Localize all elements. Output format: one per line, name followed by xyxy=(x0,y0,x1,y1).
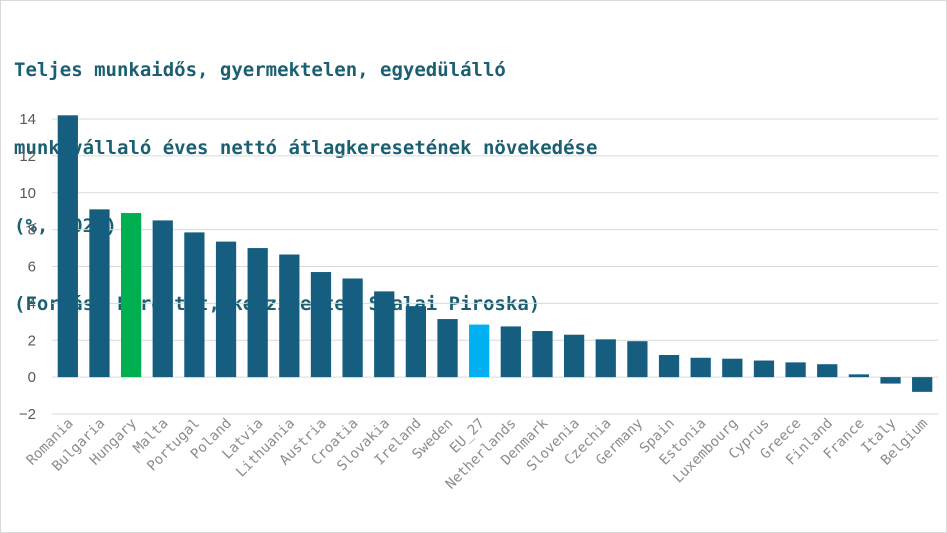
bar-greece xyxy=(785,362,806,378)
bar-slovenia xyxy=(563,334,585,378)
bar-latvia xyxy=(247,248,268,378)
y-tick-label: 6 xyxy=(28,259,36,276)
bar-malta xyxy=(152,220,173,378)
y-tick-label: 4 xyxy=(28,295,36,312)
x-axis: RomaniaBulgariaHungaryMaltaPortugalPolan… xyxy=(24,415,931,492)
bar-ireland xyxy=(405,306,427,378)
bar-eu-27 xyxy=(469,324,490,378)
bar-portugal xyxy=(184,232,205,378)
title-line-2: munkavállaló éves nettó átlagkeresetének… xyxy=(14,137,598,159)
bar-luxembourg xyxy=(722,358,743,378)
bar-poland xyxy=(215,241,237,378)
bar-estonia xyxy=(690,357,711,378)
bar-germany xyxy=(627,341,648,378)
bar-netherlands xyxy=(500,326,521,378)
bars xyxy=(57,115,933,392)
y-tick-label: 2 xyxy=(28,332,36,349)
bar-austria xyxy=(310,272,332,378)
bar-hungary xyxy=(120,213,142,378)
y-tick-label: 0 xyxy=(28,369,36,386)
bar-croatia xyxy=(342,278,363,378)
bar-italy xyxy=(880,377,901,384)
y-tick-label: 10 xyxy=(19,185,36,202)
y-tick-label: 14 xyxy=(19,111,36,128)
bar-denmark xyxy=(532,331,553,378)
bar-sweden xyxy=(437,319,458,378)
title-line-1: Teljes munkaidős, gyermektelen, egyedülá… xyxy=(14,59,506,81)
bar-belgium xyxy=(912,377,933,392)
bar-bulgaria xyxy=(89,209,110,378)
bar-czechia xyxy=(595,339,616,378)
y-tick-label: 8 xyxy=(28,222,36,239)
bar-france xyxy=(848,374,870,378)
bar-lithuania xyxy=(279,254,300,378)
y-axis: −2 0 2 4 6 8 10 12 14 xyxy=(19,111,36,423)
bar-cyprus xyxy=(753,360,775,378)
bar-romania xyxy=(57,115,78,378)
bar-finland xyxy=(817,364,838,378)
y-tick-label: 12 xyxy=(19,148,36,165)
bar-slovakia xyxy=(374,291,395,378)
bar-spain xyxy=(658,355,680,378)
y-tick-label: −2 xyxy=(19,406,36,423)
